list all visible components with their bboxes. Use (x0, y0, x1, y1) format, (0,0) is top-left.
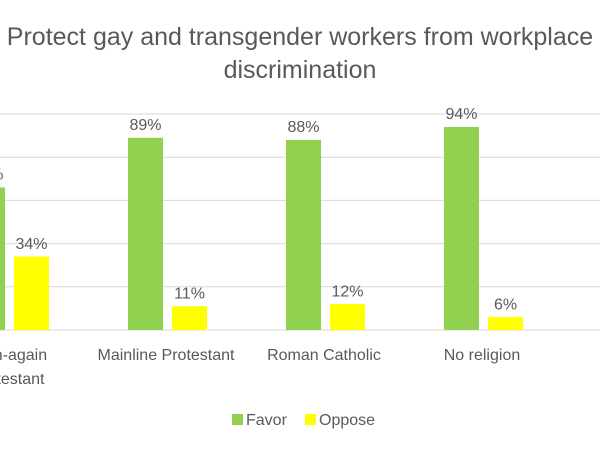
legend-label: Oppose (319, 412, 375, 429)
data-label: 66% (0, 167, 4, 184)
legend-label: Favor (246, 412, 288, 429)
data-label: 88% (287, 119, 319, 136)
bar (14, 256, 49, 330)
bar (0, 187, 5, 330)
bar (444, 126, 479, 331)
legend-swatch (305, 414, 316, 425)
data-label: 34% (15, 236, 47, 253)
bar (128, 137, 163, 330)
data-label: 11% (174, 285, 205, 302)
x-tick-label: Mainline Protestant (98, 347, 236, 364)
data-label: 94% (445, 106, 477, 123)
bar (330, 304, 365, 330)
data-label: 12% (331, 283, 363, 300)
legend-swatch (232, 414, 243, 425)
data-label: 6% (494, 296, 517, 313)
chart-title: Protect gay and transgender workers from… (7, 23, 593, 84)
bar (286, 139, 321, 330)
bar (488, 317, 523, 330)
x-tick-label: Born-againProtestant (0, 347, 47, 388)
x-tick-label: No religion (444, 347, 520, 364)
data-label: 89% (129, 117, 161, 134)
bar (172, 306, 207, 330)
x-tick-label: Roman Catholic (267, 347, 381, 364)
